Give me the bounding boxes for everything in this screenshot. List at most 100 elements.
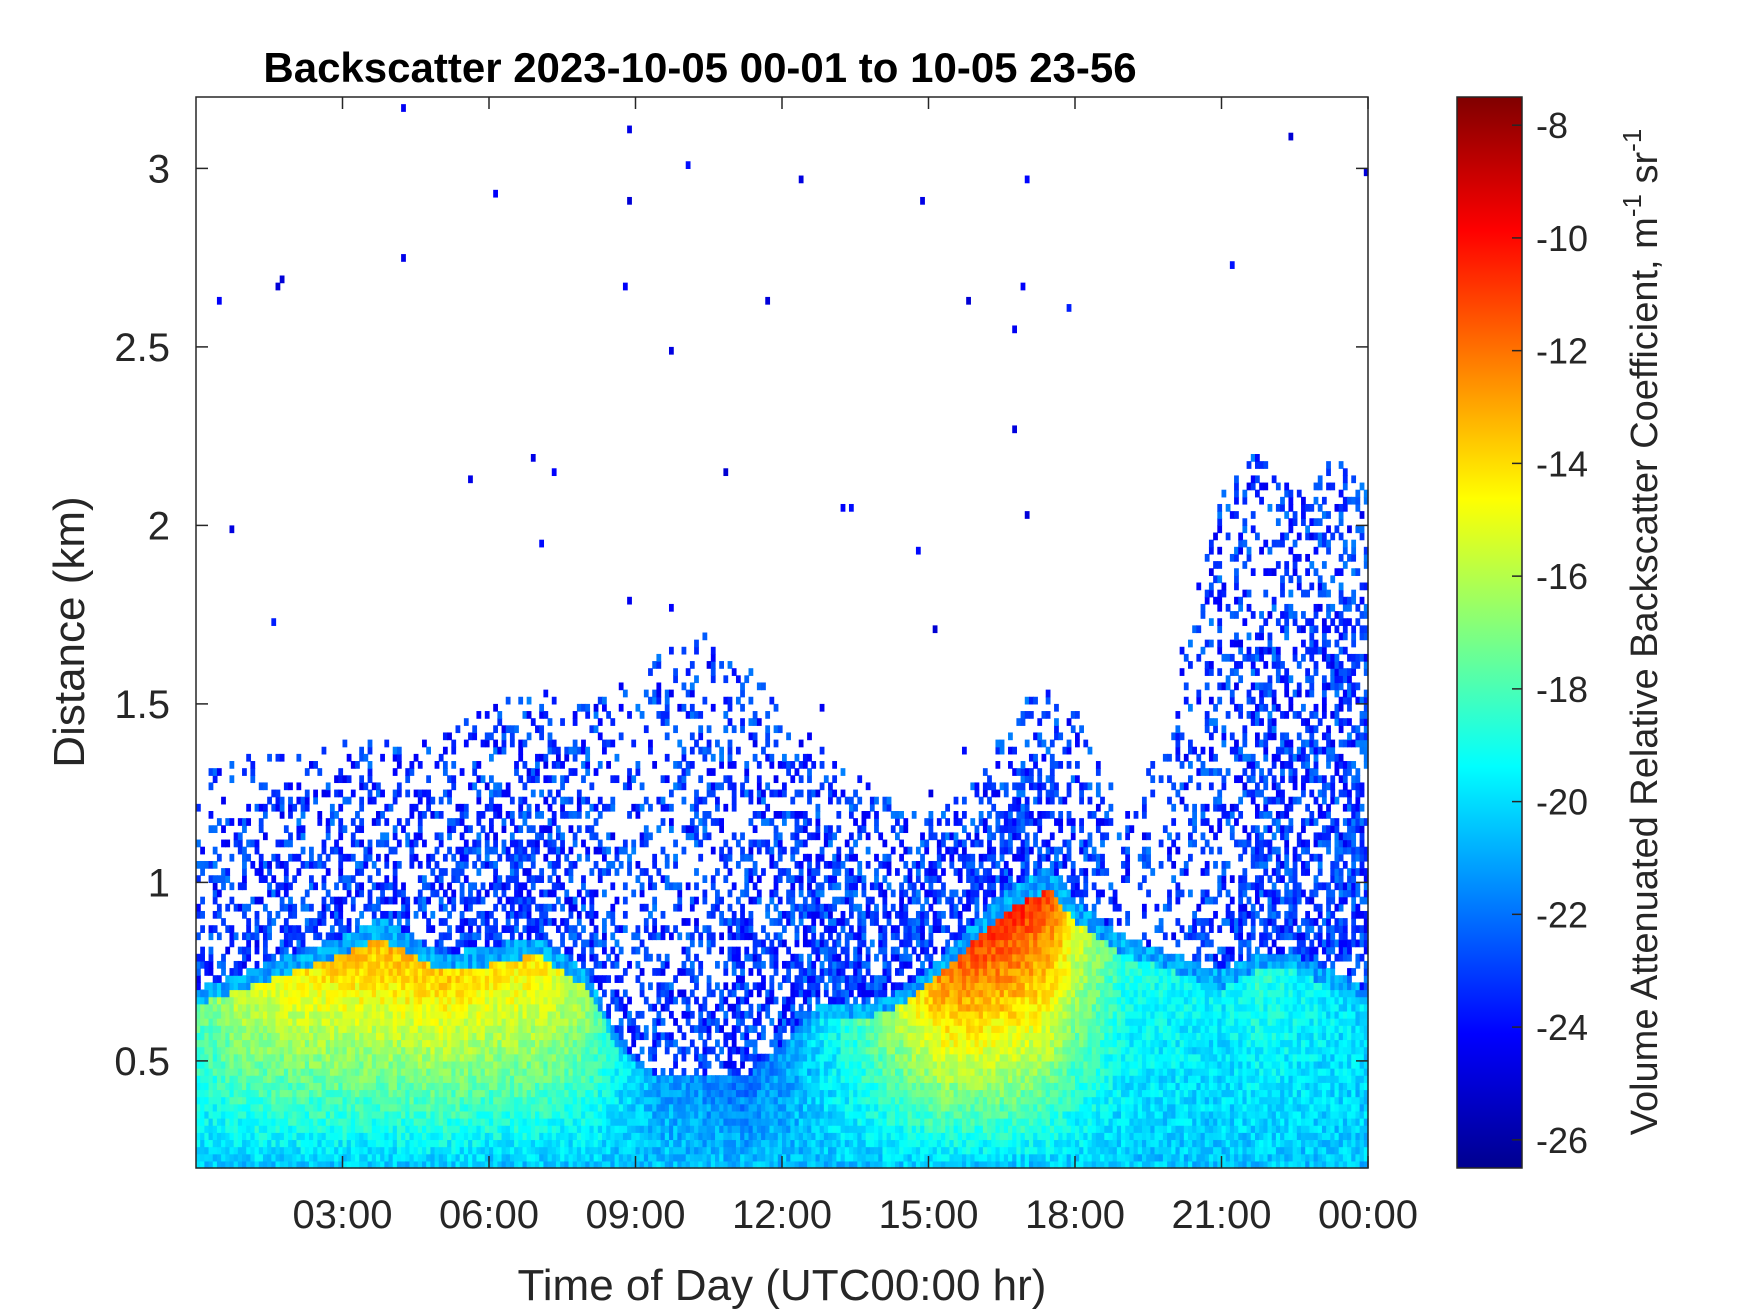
heatmap-cell: [438, 953, 444, 962]
heatmap-cell: [535, 1075, 540, 1083]
heatmap-cell: [346, 1075, 352, 1083]
heatmap-cell: [346, 975, 352, 983]
heatmap-cell: [710, 1018, 716, 1026]
heatmap-cell: [710, 1118, 716, 1126]
heatmap-cell: [242, 1068, 247, 1076]
heatmap-cell: [371, 782, 377, 791]
heatmap-cell: [375, 1139, 381, 1148]
heatmap-cell: [706, 1125, 712, 1133]
heatmap-cell: [279, 1082, 285, 1091]
heatmap-cell: [593, 1025, 599, 1033]
heatmap-cell: [518, 1089, 524, 1098]
heatmap-cell: [664, 703, 670, 712]
heatmap-cell: [560, 839, 565, 848]
heatmap-cell: [576, 1146, 582, 1155]
heatmap-cell: [560, 811, 565, 819]
heatmap-cell: [648, 1146, 653, 1155]
heatmap-cell: [359, 1032, 365, 1041]
heatmap-cell: [246, 989, 252, 998]
heatmap-cell: [648, 739, 653, 748]
heatmap-cell: [250, 982, 256, 991]
heatmap-cell: [476, 982, 482, 991]
heatmap-cell: [555, 953, 561, 962]
heatmap-cell: [509, 960, 515, 969]
heatmap-cell: [535, 846, 540, 855]
heatmap-cell: [434, 939, 440, 948]
heatmap-cell: [371, 1146, 377, 1155]
heatmap-cell: [530, 1010, 536, 1019]
heatmap-cell: [262, 903, 268, 912]
heatmap-cell: [535, 1046, 540, 1055]
heatmap-cell: [639, 982, 645, 991]
heatmap-cell: [505, 1032, 511, 1041]
heatmap-cell: [572, 811, 578, 819]
heatmap-cell: [509, 1125, 515, 1133]
heatmap-cell: [560, 1060, 565, 1069]
heatmap-cell: [233, 1068, 239, 1076]
heatmap-cell: [664, 953, 670, 962]
heatmap-cell: [350, 875, 356, 883]
heatmap-cell: [514, 1068, 519, 1076]
heatmap-cell: [551, 1118, 557, 1126]
heatmap-cell: [237, 975, 243, 983]
heatmap-cell: [417, 996, 423, 1005]
heatmap-cell: [212, 1160, 218, 1169]
heatmap-cell: [576, 1089, 582, 1098]
heatmap-cell: [581, 1068, 586, 1076]
heatmap-cell: [593, 1003, 599, 1012]
heatmap-cell: [535, 989, 540, 998]
heatmap-cell: [526, 910, 532, 919]
heatmap-cell: [313, 932, 318, 941]
heatmap-cell: [610, 1075, 616, 1083]
heatmap-cell: [292, 1025, 298, 1033]
heatmap-cell: [551, 811, 557, 819]
heatmap-cell: [237, 1039, 243, 1048]
heatmap-cell: [346, 1010, 352, 1019]
heatmap-cell: [664, 1146, 670, 1155]
heatmap-cell: [501, 1146, 507, 1155]
heatmap-cell: [480, 1103, 486, 1112]
heatmap-cell: [371, 860, 377, 869]
heatmap-cell: [384, 910, 390, 919]
heatmap-cell: [279, 1153, 285, 1162]
heatmap-cell: [673, 975, 678, 983]
heatmap-cell: [564, 968, 570, 976]
heatmap-cell: [334, 982, 339, 991]
heatmap-cell: [254, 1053, 260, 1062]
heatmap-cell: [459, 989, 465, 998]
heatmap-cell: [543, 1139, 549, 1148]
heatmap-cell: [342, 996, 348, 1005]
heatmap-cell: [401, 1003, 406, 1012]
heatmap-cell: [639, 1075, 645, 1083]
heatmap-cell: [321, 1060, 327, 1069]
heatmap-cell: [618, 1039, 624, 1048]
heatmap-cell: [593, 725, 599, 734]
heatmap-cell: [543, 982, 549, 991]
heatmap-cell: [401, 996, 406, 1005]
heatmap-cell: [216, 1039, 222, 1048]
heatmap-cell: [468, 1146, 473, 1155]
heatmap-cell: [313, 996, 318, 1005]
heatmap-cell: [283, 1118, 289, 1126]
heatmap-cell: [229, 1089, 235, 1098]
heatmap-cell: [233, 1003, 239, 1012]
heatmap-cell: [367, 1103, 373, 1112]
heatmap-cell: [476, 1068, 482, 1076]
heatmap-cell: [196, 1025, 201, 1033]
heatmap-cell: [627, 1075, 632, 1083]
heatmap-cell: [522, 846, 528, 855]
heatmap-cell: [321, 1082, 327, 1091]
heatmap-cell: [493, 1068, 498, 1076]
heatmap-cell: [551, 1053, 557, 1062]
heatmap-cell: [212, 768, 218, 776]
heatmap-cell: [258, 1118, 264, 1126]
heatmap-cell: [589, 1089, 595, 1098]
heatmap-cell: [396, 839, 402, 848]
heatmap-cell: [355, 1146, 360, 1155]
heatmap-cell: [338, 932, 344, 941]
heatmap-cell: [631, 1068, 637, 1076]
heatmap-cell: [225, 1125, 231, 1133]
heatmap-cell: [576, 918, 582, 926]
heatmap-cell: [480, 1032, 486, 1041]
heatmap-cell: [325, 989, 331, 998]
